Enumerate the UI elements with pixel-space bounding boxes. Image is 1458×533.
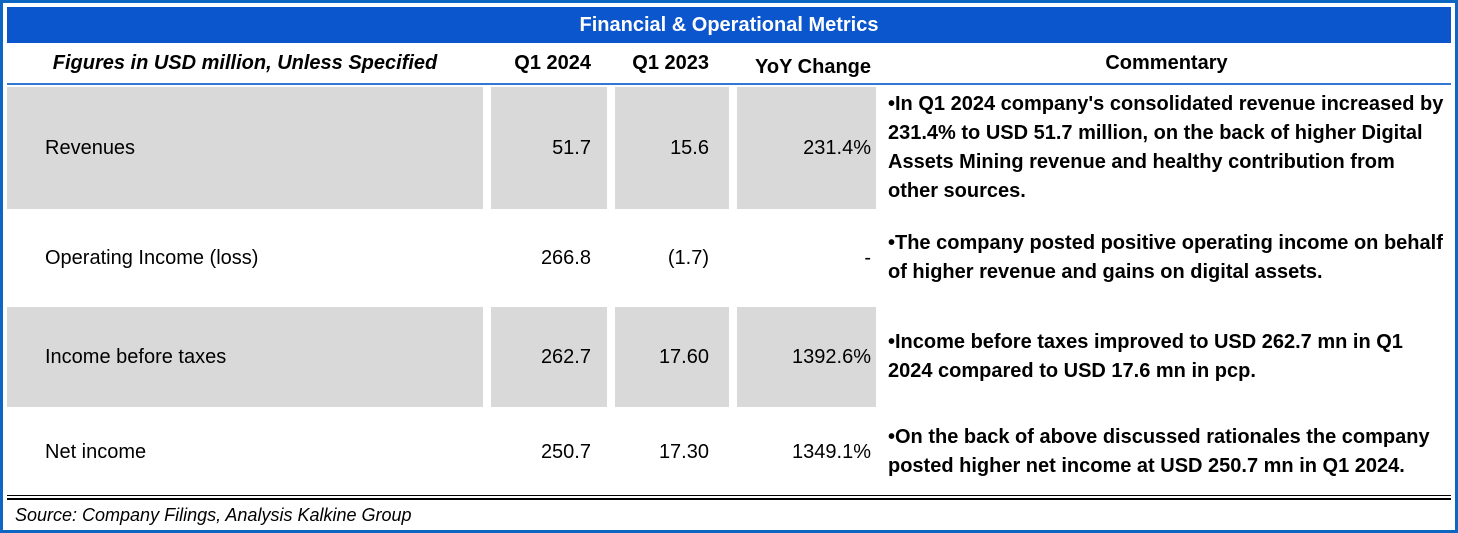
q1-2024-value: 266.8 xyxy=(540,246,591,269)
q1-2023-value: 17.60 xyxy=(615,307,729,407)
table-row-operating-income: Operating Income (loss) 266.8 (1.7) - •T… xyxy=(7,211,1451,305)
column-header-figures-note: Figures in USD million, Unless Specified xyxy=(52,51,438,74)
q1-2023-value: 17.30 xyxy=(658,440,709,463)
table-row-revenues: Revenues 51.7 15.6 231.4% •In Q1 2024 co… xyxy=(7,85,1451,211)
table-title: Financial & Operational Metrics xyxy=(7,7,1451,43)
yoy-change-value: 1349.1% xyxy=(792,440,871,463)
column-header-q1-2023: Q1 2023 xyxy=(632,51,709,74)
footer-divider xyxy=(7,495,1451,500)
q1-2024-value: 262.7 xyxy=(491,307,607,407)
table-row-income-before-taxes: Income before taxes 262.7 17.60 1392.6% … xyxy=(7,305,1451,409)
q1-2023-value: (1.7) xyxy=(667,246,709,269)
column-header-commentary: Commentary xyxy=(1105,51,1228,74)
metric-label: Net income xyxy=(45,440,147,463)
metric-label: Operating Income (loss) xyxy=(45,246,259,269)
column-header-q1-2024: Q1 2024 xyxy=(514,51,591,74)
table-row-net-income: Net income 250.7 17.30 1349.1% •On the b… xyxy=(7,409,1451,495)
metric-label: Revenues xyxy=(7,87,483,209)
column-header-yoy-change: YoY Change xyxy=(755,55,871,78)
commentary-text: •Income before taxes improved to USD 262… xyxy=(888,331,1403,382)
yoy-change-value: 1392.6% xyxy=(737,307,876,407)
commentary-text: •The company posted positive operating i… xyxy=(888,232,1443,283)
q1-2024-value: 51.7 xyxy=(491,87,607,209)
metric-label: Income before taxes xyxy=(7,307,483,407)
q1-2023-value: 15.6 xyxy=(615,87,729,209)
table-header-row: Figures in USD million, Unless Specified… xyxy=(7,43,1451,85)
commentary-text: •In Q1 2024 company's consolidated reven… xyxy=(888,93,1444,202)
yoy-change-value: 231.4% xyxy=(737,87,876,209)
q1-2024-value: 250.7 xyxy=(540,440,591,463)
yoy-change-value: - xyxy=(864,246,871,269)
commentary-text: •On the back of above discussed rational… xyxy=(888,426,1430,477)
source-note: Source: Company Filings, Analysis Kalkin… xyxy=(15,504,412,525)
